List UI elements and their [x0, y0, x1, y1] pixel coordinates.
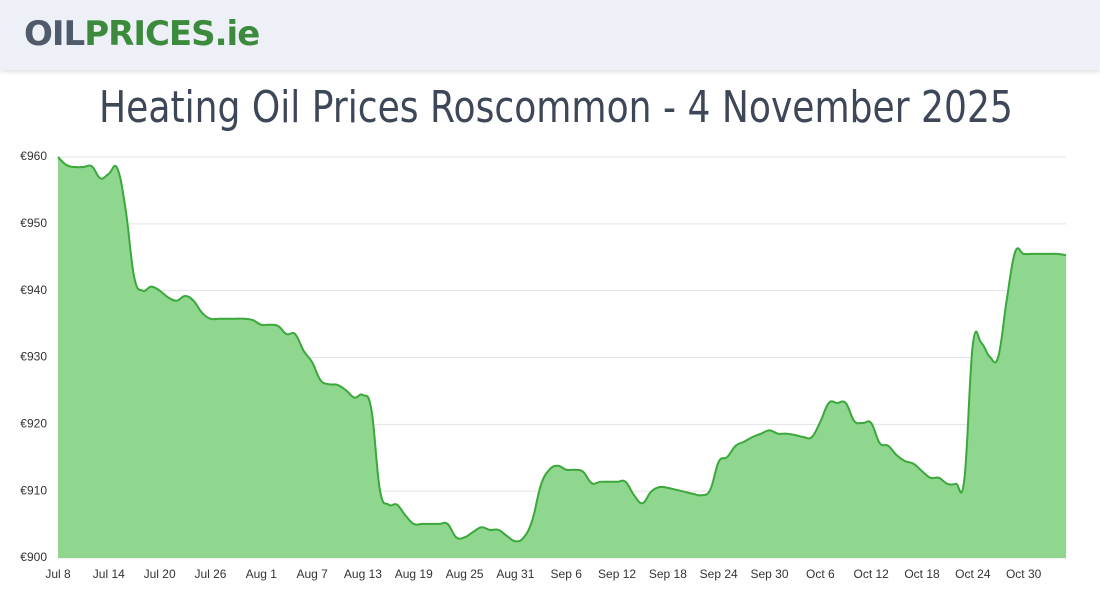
logo[interactable]: OILPRICES.ie: [24, 14, 260, 54]
x-tick-label: Oct 12: [853, 567, 889, 581]
x-tick-label: Sep 6: [551, 567, 583, 581]
chart-title: Heating Oil Prices Roscommon - 4 Novembe…: [99, 82, 1013, 133]
x-tick-label: Sep 12: [598, 567, 636, 581]
header: OILPRICES.ie: [0, 0, 1100, 70]
x-tick-label: Aug 7: [296, 567, 328, 581]
y-tick-label: €950: [20, 216, 47, 230]
x-tick-label: Sep 18: [649, 567, 687, 581]
x-tick-label: Jul 26: [194, 567, 226, 581]
x-tick-label: Aug 31: [496, 567, 534, 581]
x-tick-label: Oct 24: [955, 567, 991, 581]
logo-text: OIL: [24, 14, 85, 54]
x-tick-label: Aug 13: [344, 567, 382, 581]
x-tick-label: Sep 24: [700, 567, 738, 581]
y-tick-label: €910: [20, 483, 47, 497]
y-tick-label: €940: [20, 283, 47, 297]
logo-text: PRICES.ie: [84, 14, 260, 54]
y-tick-label: €920: [20, 417, 47, 431]
x-tick-label: Jul 8: [45, 567, 71, 581]
x-tick-label: Sep 30: [751, 567, 789, 581]
x-tick-label: Oct 18: [904, 567, 940, 581]
y-tick-label: €960: [20, 149, 47, 163]
y-tick-label: €900: [20, 550, 47, 564]
line: [57, 156, 1067, 543]
y-tick-label: €930: [20, 350, 47, 364]
x-tick-label: Aug 19: [395, 567, 433, 581]
x-tick-label: Oct 30: [1006, 567, 1042, 581]
x-tick-label: Jul 14: [93, 567, 125, 581]
x-tick-label: Oct 6: [806, 567, 835, 581]
x-tick-label: Aug 25: [446, 567, 484, 581]
x-tick-label: Jul 20: [144, 567, 176, 581]
area: [58, 157, 1066, 558]
x-tick-label: Aug 1: [246, 567, 278, 581]
